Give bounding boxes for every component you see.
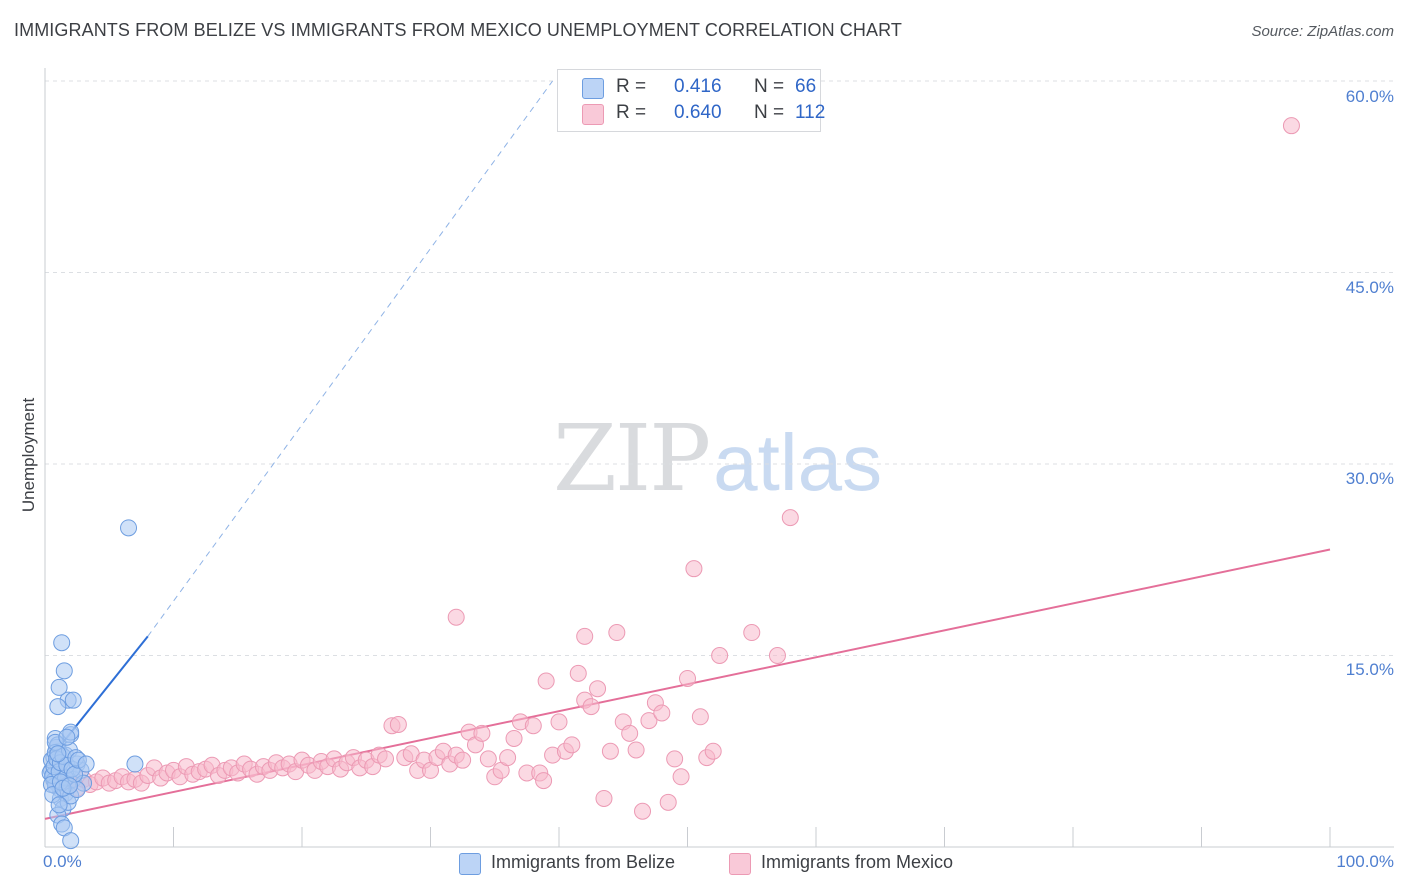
chart-title: IMMIGRANTS FROM BELIZE VS IMMIGRANTS FRO… bbox=[14, 20, 902, 40]
y-axis-label: Unemployment bbox=[19, 397, 38, 513]
legend-label: Immigrants from Mexico bbox=[761, 852, 954, 872]
belize-point bbox=[53, 634, 71, 652]
y-tick-label: 45.0% bbox=[1345, 278, 1394, 297]
r-label: R = bbox=[616, 76, 647, 97]
mexico-point bbox=[743, 624, 761, 642]
mexico-point bbox=[524, 717, 542, 735]
mexico-point bbox=[672, 768, 690, 786]
mexico-point bbox=[653, 704, 671, 722]
source-label: Source: ZipAtlas.com bbox=[1251, 23, 1394, 40]
mexico-point bbox=[691, 708, 709, 726]
belize-swatch bbox=[459, 853, 481, 875]
mexico-swatch bbox=[729, 853, 751, 875]
watermark: ZIPatlas bbox=[553, 405, 882, 512]
mexico-point bbox=[679, 669, 696, 687]
mexico-point bbox=[621, 724, 639, 742]
mexico-point bbox=[627, 741, 645, 759]
legend-label: Immigrants from Belize bbox=[491, 852, 676, 872]
mexico-point bbox=[479, 750, 497, 768]
belize-trendline-extension bbox=[147, 80, 553, 637]
mexico-point bbox=[447, 608, 465, 626]
mexico-point bbox=[537, 672, 555, 690]
mexico-point bbox=[389, 715, 407, 733]
belize-point bbox=[58, 728, 76, 746]
mexico-point bbox=[576, 627, 594, 645]
axes bbox=[44, 68, 1394, 848]
r-value: 0.416 bbox=[674, 76, 722, 97]
belize-point bbox=[49, 698, 67, 716]
mexico-point bbox=[634, 802, 652, 820]
mexico-point bbox=[535, 772, 553, 790]
mexico-point bbox=[505, 729, 523, 747]
mexico-point bbox=[550, 713, 568, 731]
watermark-zip: ZIP bbox=[553, 405, 711, 512]
mexico-point bbox=[563, 736, 581, 754]
n-value: 112 bbox=[795, 102, 826, 123]
belize-point bbox=[50, 796, 68, 814]
correlation-legend: R = 0.416 N = 66 R = 0.640 N = 112 bbox=[557, 69, 825, 132]
mexico-point bbox=[1282, 117, 1300, 135]
belize-point bbox=[50, 678, 68, 696]
mexico-point bbox=[704, 742, 722, 760]
mexico-swatch bbox=[582, 104, 604, 125]
x-tick-label-max: 100.0% bbox=[1336, 852, 1394, 871]
mexico-point bbox=[711, 647, 729, 664]
belize-point bbox=[77, 755, 95, 773]
belize-point bbox=[60, 777, 78, 795]
mexico-point bbox=[569, 664, 587, 682]
y-tick-label: 60.0% bbox=[1345, 87, 1394, 106]
mexico-point bbox=[659, 793, 677, 811]
belize-swatch bbox=[582, 78, 604, 99]
mexico-point bbox=[454, 751, 472, 769]
r-value: 0.640 bbox=[674, 102, 722, 123]
data-points bbox=[41, 117, 1300, 850]
mexico-point bbox=[768, 647, 786, 664]
mexico-point bbox=[685, 560, 703, 578]
mexico-point bbox=[781, 509, 799, 527]
mexico-point bbox=[377, 750, 395, 768]
mexico-point bbox=[582, 698, 600, 716]
y-tick-label: 30.0% bbox=[1345, 469, 1394, 488]
belize-point bbox=[126, 755, 144, 773]
mexico-point bbox=[473, 724, 491, 742]
trendlines bbox=[44, 80, 1331, 820]
n-value: 66 bbox=[795, 76, 817, 97]
n-label: N = bbox=[754, 76, 785, 97]
mexico-point bbox=[499, 749, 517, 767]
belize-point bbox=[64, 691, 82, 709]
mexico-point bbox=[595, 789, 613, 807]
belize-point bbox=[62, 832, 80, 850]
watermark-atlas: atlas bbox=[713, 418, 883, 507]
n-label: N = bbox=[754, 102, 785, 123]
mexico-point bbox=[608, 624, 626, 642]
gridlines bbox=[45, 80, 1394, 656]
r-label: R = bbox=[616, 102, 647, 123]
mexico-point bbox=[589, 680, 607, 698]
mexico-point bbox=[666, 750, 684, 768]
mexico-point bbox=[640, 712, 658, 730]
belize-point bbox=[120, 519, 138, 537]
x-tick-label-min: 0.0% bbox=[43, 852, 82, 871]
belize-point bbox=[49, 745, 67, 763]
mexico-point bbox=[601, 742, 619, 760]
belize-point bbox=[55, 662, 73, 680]
y-tick-label: 15.0% bbox=[1345, 660, 1394, 679]
